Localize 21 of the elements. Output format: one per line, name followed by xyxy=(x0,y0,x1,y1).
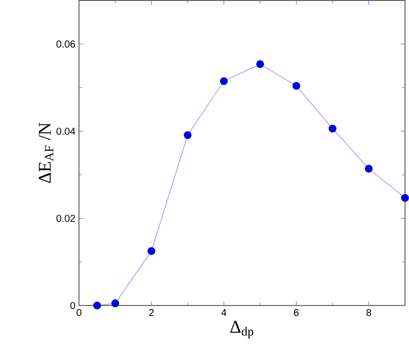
point xyxy=(364,165,373,173)
point xyxy=(256,60,264,68)
x-tick-label: 2 xyxy=(149,309,154,316)
point xyxy=(220,77,228,86)
point xyxy=(93,302,102,310)
point xyxy=(184,131,192,140)
y-tick-label: 0 xyxy=(70,302,76,310)
x-tick-label: 8 xyxy=(366,309,372,316)
point xyxy=(148,247,156,256)
y-tick-label: 0.04 xyxy=(56,128,76,135)
y-axis-title: ΔE$_{AF}$ /N xyxy=(38,122,54,184)
x-tick-label: 0 xyxy=(76,309,82,316)
point xyxy=(111,300,120,308)
x-tick-label: 4 xyxy=(221,309,226,316)
point xyxy=(401,194,409,202)
x-tick-label: 6 xyxy=(294,309,299,316)
point xyxy=(328,124,336,133)
y-tick-label: 0.02 xyxy=(56,215,75,222)
point xyxy=(292,82,300,90)
y-tick-label: 0.06 xyxy=(56,40,76,48)
x-axis-title: Δ$_{dp}$ xyxy=(230,321,254,338)
